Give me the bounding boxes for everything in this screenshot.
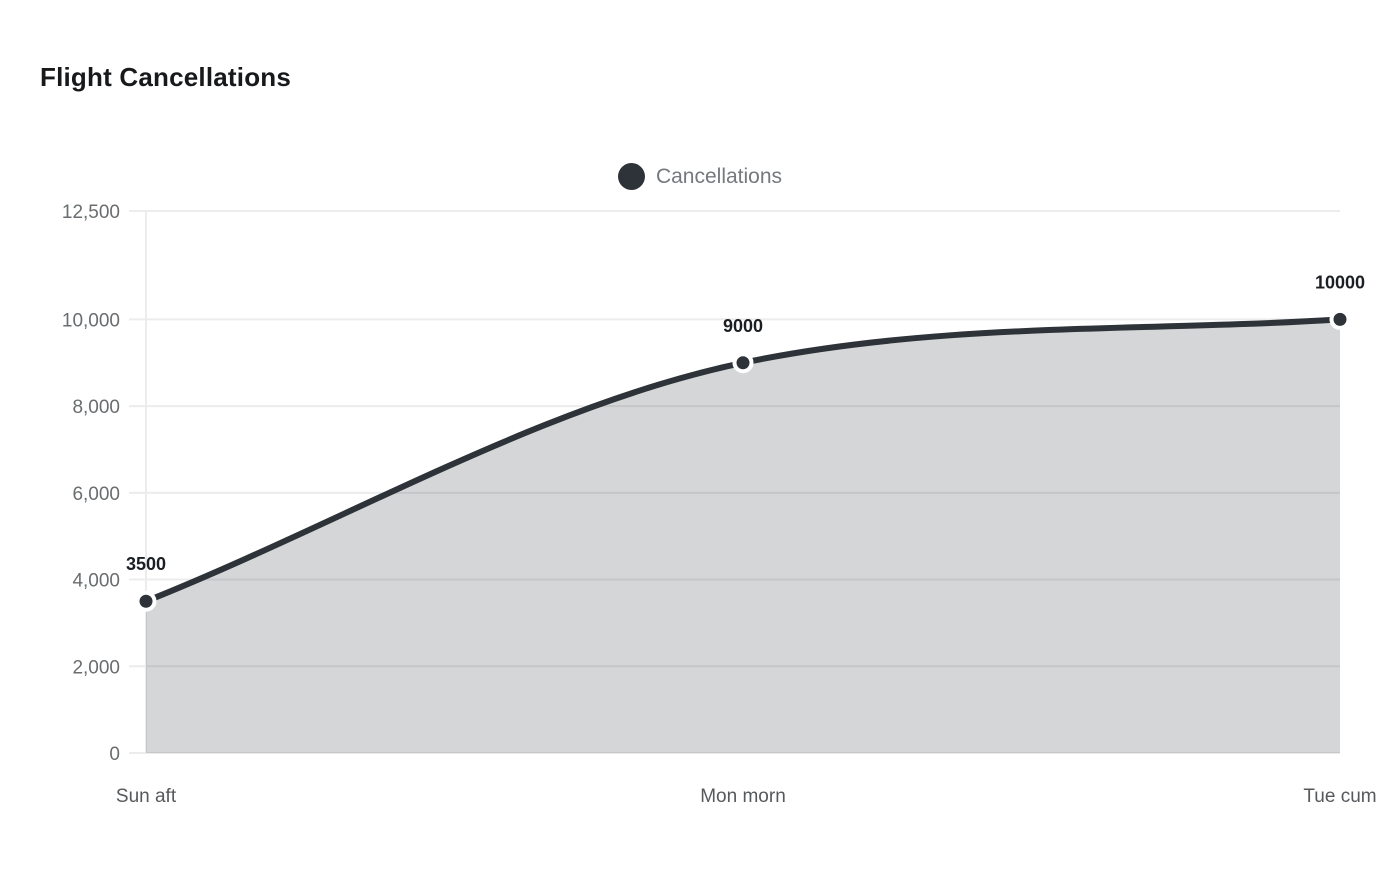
data-point [135,590,157,612]
legend-item-label: Cancellations [655,164,783,188]
x-axis-label: Mon morn [700,786,786,807]
y-tick-label: 8,000 [72,397,120,418]
legend-item-cancellations[interactable]: Cancellations [617,163,783,190]
y-tick-label: 10,000 [62,310,120,331]
area-fill [146,319,1340,753]
legend: Cancellations [0,163,1400,190]
data-point [732,352,754,374]
y-tick-label: 6,000 [72,484,120,505]
y-tick-label: 4,000 [72,571,120,592]
legend-circle-icon [617,163,645,190]
y-tick-label: 2,000 [72,657,120,678]
data-point [1329,308,1351,330]
data-point-label: 10000 [1315,272,1365,292]
y-tick-label: 12,500 [62,202,120,223]
data-point-label: 3500 [126,554,166,574]
x-axis-label: Sun aft [116,786,177,807]
x-axis-label: Tue cum [1303,786,1376,807]
y-tick-label: 0 [109,744,120,765]
data-point-label: 9000 [723,316,763,336]
chart-title: Flight Cancellations [40,62,292,92]
